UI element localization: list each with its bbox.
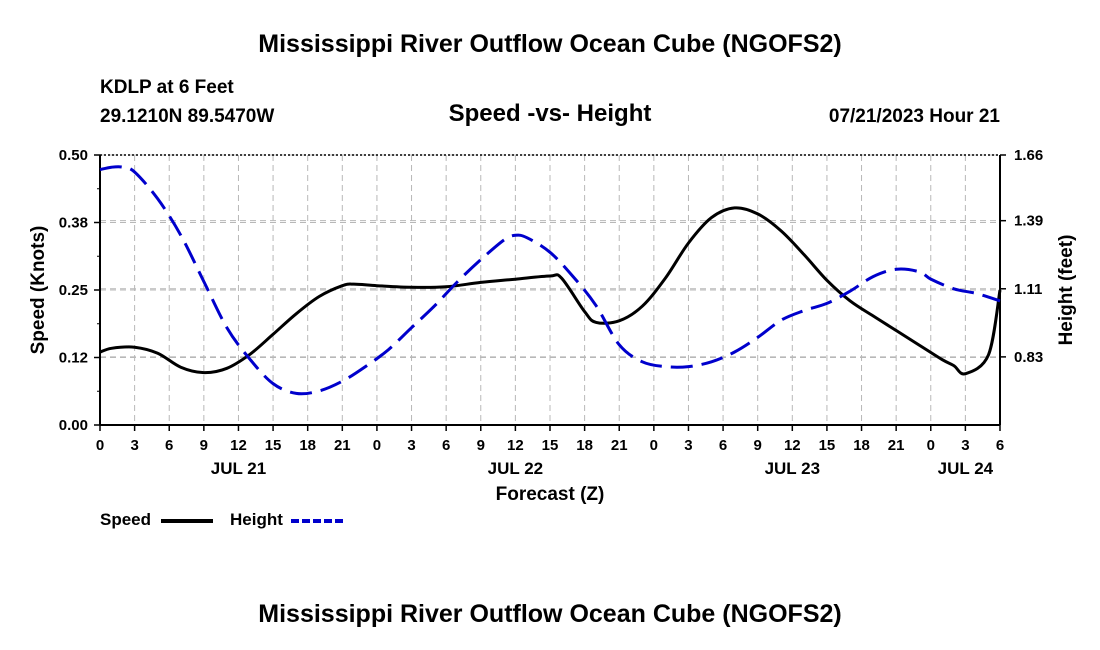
x-tick-label: 18 [853, 437, 870, 454]
y-axis-label: Speed (Knots) [28, 226, 49, 355]
x-axis-label: Forecast (Z) [496, 484, 605, 505]
legend-height-label: Height [230, 510, 283, 529]
y2-axis-label: Height (feet) [1056, 235, 1077, 346]
x-tick-label: 18 [299, 437, 316, 454]
y-tick-label: 0.00 [59, 417, 88, 434]
x-tick-label: 9 [754, 437, 762, 454]
y-tick-label: 0.12 [59, 350, 88, 367]
y-tick-label: 0.25 [59, 282, 88, 299]
x-tick-label: 12 [784, 437, 801, 454]
y-tick-label: 0.50 [59, 147, 88, 164]
x-tick-label: 15 [819, 437, 836, 454]
y2-tick-label: 0.83 [1014, 349, 1043, 366]
x-tick-label: 21 [888, 437, 905, 454]
x-tick-label: 6 [719, 437, 727, 454]
x-tick-label: 0 [373, 437, 381, 454]
x-tick-label: 21 [611, 437, 628, 454]
forecast-datetime: 07/21/2023 Hour 21 [828, 106, 1000, 127]
x-tick-label: 6 [442, 437, 450, 454]
x-tick-label: 9 [200, 437, 208, 454]
series-line-speed [99, 206, 1002, 376]
x-tick-label: 6 [165, 437, 173, 454]
y2-tick-label: 1.66 [1014, 147, 1043, 164]
chart-title: Mississippi River Outflow Ocean Cube (NG… [258, 30, 842, 58]
x-tick-label: 12 [230, 437, 247, 454]
legend-height-line [291, 519, 343, 523]
footer-title: Mississippi River Outflow Ocean Cube (NG… [258, 600, 842, 628]
y2-tick-label: 1.11 [1014, 281, 1042, 298]
legend-speed-label: Speed [100, 510, 152, 529]
x-tick-label: 3 [130, 437, 138, 454]
x-tick-label: 15 [265, 437, 282, 454]
speed-height-chart: 0 3 6 9 12 15 18 21 0 3 6 9 12 15 18 21 0 3 6 9 12 15 18 21 0 3 6J… [28, 147, 1077, 505]
x-tick-label: 9 [477, 437, 485, 454]
x-tick-label: 0 [96, 437, 104, 454]
x-tick-label: 12 [507, 437, 524, 454]
chart-subtitle: Speed -vs- Height [448, 100, 652, 127]
x-tick-label: 6 [996, 437, 1004, 454]
x-date-label: JUL 21 [211, 459, 266, 478]
legend-speed-line [161, 519, 213, 523]
x-tick-label: 3 [684, 437, 692, 454]
grid-lines [100, 154, 1000, 425]
x-tick-label: 0 [927, 437, 935, 454]
x-tick-label: 21 [334, 437, 351, 454]
x-date-label: JUL 23 [765, 459, 820, 478]
x-tick-label: 18 [576, 437, 593, 454]
y2-tick-label: 1.39 [1014, 213, 1043, 230]
x-tick-label: 3 [961, 437, 969, 454]
x-tick-label: 3 [407, 437, 415, 454]
station-coords: 29.1210N 89.5470W [100, 106, 275, 127]
x-date-label: JUL 24 [938, 459, 994, 478]
series-line-height [99, 165, 1001, 396]
y-tick-label: 0.38 [59, 215, 88, 232]
x-date-label: JUL 22 [488, 459, 543, 478]
x-tick-label: 0 [650, 437, 658, 454]
station-label: KDLP at 6 Feet [100, 77, 234, 98]
x-tick-label: 15 [542, 437, 559, 454]
